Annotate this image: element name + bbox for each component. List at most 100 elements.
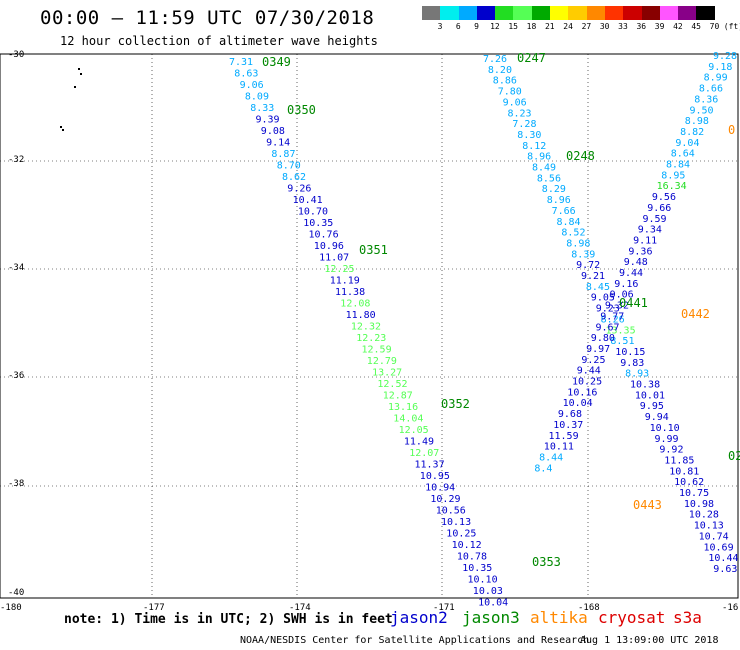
wave-height-value: 8.96 [547, 195, 571, 206]
wave-height-value: 9.06 [503, 97, 527, 108]
wave-height-value: 9.67 [596, 322, 620, 333]
wave-height-value: 8.98 [566, 238, 590, 249]
wave-height-value: 9.28 [713, 51, 737, 62]
wave-height-value: 8.26 [601, 314, 625, 325]
wave-height-value: 8.20 [488, 65, 512, 76]
pass-time-label: 0349 [262, 55, 291, 69]
wave-height-value: 9.23 [596, 304, 620, 315]
wave-height-value: 9.05 [591, 293, 615, 304]
wave-height-value: 9.56 [652, 192, 676, 203]
wave-height-value: 8.45 [586, 282, 610, 293]
wave-height-value: 9.50 [690, 105, 714, 116]
color-swatch [604, 6, 624, 20]
wave-height-value: 9.99 [655, 434, 679, 445]
wave-height-value: 10.75 [679, 488, 709, 499]
wave-height-value: 7.28 [512, 119, 536, 130]
lon-label: -168 [578, 603, 600, 613]
lat-label: -40 [8, 588, 25, 598]
wave-height-value: 10.62 [674, 477, 704, 488]
wave-height-value: 12.32 [351, 322, 381, 333]
footer-timestamp: Aug 1 13:09:00 UTC 2018 [580, 635, 719, 646]
pass-time-label: 0443 [633, 498, 662, 512]
wave-height-value: 8.12 [522, 141, 546, 152]
wave-height-value: 10.13 [441, 517, 471, 528]
lon-label: -180 [0, 603, 22, 613]
color-swatch [623, 6, 642, 20]
lat-label: -36 [8, 371, 25, 381]
wave-height-value: 11.85 [664, 455, 694, 466]
wave-height-value: 10.81 [669, 466, 699, 477]
wave-height-value: 10.03 [473, 586, 503, 597]
lon-label: -177 [143, 603, 165, 613]
graticule [0, 54, 738, 598]
wave-height-value: 9.44 [619, 268, 643, 279]
wave-height-value: 8.95 [661, 170, 685, 181]
color-scale-label: 30 [599, 22, 610, 31]
wave-height-value: 8.51 [610, 336, 634, 347]
lat-label: -34 [8, 263, 25, 273]
color-swatch [513, 6, 532, 20]
color-swatch [641, 6, 660, 20]
wave-height-value: 8.93 [625, 369, 649, 380]
wave-height-value: 9.44 [577, 366, 601, 377]
wave-height-value: 9.95 [640, 401, 664, 412]
wave-height-value: 8.52 [561, 228, 585, 239]
wave-height-value: 10.25 [572, 377, 602, 388]
wave-height-value: 9.59 [643, 214, 667, 225]
wave-height-value: 12.23 [356, 333, 386, 344]
wave-height-value: 8.84 [557, 217, 581, 228]
color-swatch [458, 6, 477, 20]
wave-height-value: 11.49 [404, 437, 434, 448]
color-scale-label: 3 [437, 22, 443, 31]
pass-time-label: 0442 [681, 307, 710, 321]
pass-time-label: 0247 [517, 51, 546, 65]
wave-height-value: 10.37 [553, 420, 583, 431]
color-swatch [568, 6, 587, 20]
wave-height-value: 13.16 [388, 402, 418, 413]
wave-height-value: 8.70 [277, 161, 301, 172]
wave-height-value: 10.95 [420, 471, 450, 482]
wave-height-value: 9.06 [240, 80, 264, 91]
wave-height-value: 9.18 [708, 62, 732, 73]
lon-label: -171 [433, 603, 455, 613]
wave-height-value: 7.66 [552, 206, 576, 217]
wave-height-value: 9.68 [558, 409, 582, 420]
wave-height-value: 8.98 [685, 116, 709, 127]
wave-height-value: 10.78 [457, 552, 487, 563]
wave-height-value: 10.28 [689, 510, 719, 521]
wave-height-value: 9.14 [266, 138, 290, 149]
color-swatch [422, 6, 441, 20]
wave-height-value: 8.33 [250, 103, 274, 114]
color-scale-label: 18 [526, 22, 537, 31]
color-scale-label: 70 [709, 22, 720, 31]
wave-height-value: 12.08 [340, 299, 370, 310]
land-speck [78, 68, 80, 70]
land-speck [74, 86, 76, 88]
color-swatch [678, 6, 697, 20]
wave-height-value: 7.31 [229, 57, 253, 68]
wave-height-value: 8.96 [527, 152, 551, 163]
pass-time-label: 0353 [532, 555, 561, 569]
wave-height-value: 9.39 [256, 115, 280, 126]
wave-height-value: 13.27 [372, 368, 402, 379]
pass-time-label: 0 [728, 123, 735, 137]
color-swatch [696, 6, 715, 20]
wave-height-value: 8.44 [539, 452, 563, 463]
wave-height-value: 13.35 [606, 325, 636, 336]
wave-height-value: 10.74 [699, 531, 729, 542]
land-speck [62, 129, 64, 131]
wave-height-value: 12.79 [367, 356, 397, 367]
wave-height-value: 10.16 [567, 387, 597, 398]
wave-height-value: 8.29 [542, 184, 566, 195]
wave-height-value: 9.36 [628, 246, 652, 257]
wave-height-value: 10.10 [468, 575, 498, 586]
wave-height-value: 8.4 [534, 463, 552, 474]
wave-height-value: 10.38 [630, 380, 660, 391]
pass-time-label: 0350 [287, 103, 316, 117]
wave-height-value: 10.70 [298, 207, 328, 218]
wave-height-value: 9.77 [600, 311, 624, 322]
wave-height-value: 8.49 [532, 163, 556, 174]
wave-height-value: 9.63 [713, 564, 737, 575]
color-swatch [476, 6, 496, 20]
color-scale-label: 33 [618, 22, 628, 31]
